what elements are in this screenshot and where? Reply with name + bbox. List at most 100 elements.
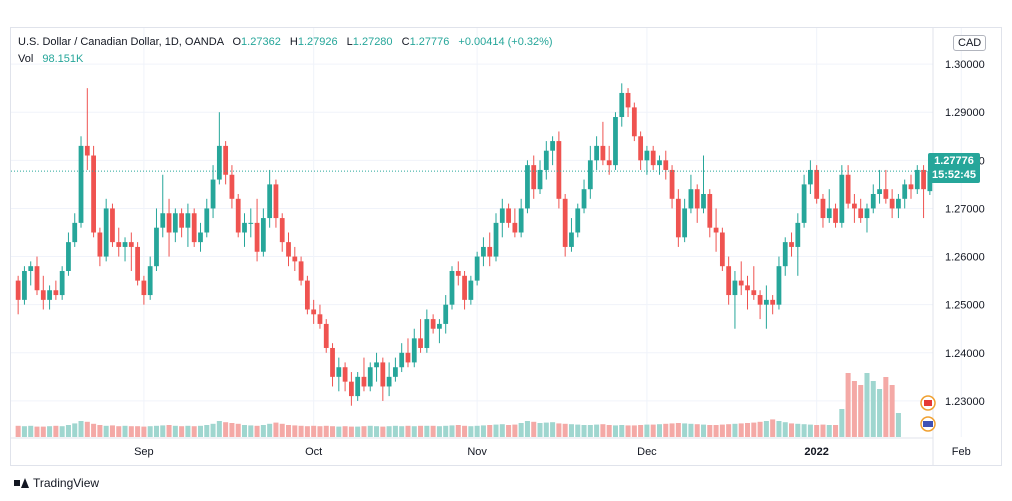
candle-body bbox=[776, 266, 782, 305]
candle-body bbox=[631, 107, 637, 137]
volume-bar bbox=[91, 423, 97, 437]
candle-body bbox=[179, 213, 185, 228]
candle-body bbox=[22, 270, 27, 300]
volume-bar bbox=[361, 426, 367, 437]
candle-body bbox=[462, 275, 467, 300]
candle-body bbox=[474, 256, 480, 281]
candle-body bbox=[66, 242, 71, 271]
volume-bar bbox=[254, 425, 260, 437]
candle-body bbox=[587, 160, 593, 190]
volume-bar bbox=[669, 423, 675, 437]
y-tick-label: 1.29000 bbox=[945, 107, 985, 119]
candle-body bbox=[204, 208, 210, 233]
candle-body bbox=[361, 376, 367, 387]
candle-body bbox=[921, 169, 926, 190]
candle-body bbox=[235, 198, 241, 233]
volume-bar bbox=[839, 409, 845, 437]
candle-body bbox=[908, 184, 914, 190]
y-tick-label: 1.26000 bbox=[945, 252, 985, 264]
candle-body bbox=[826, 208, 832, 219]
volume-bar bbox=[78, 421, 84, 437]
candle-body bbox=[154, 227, 159, 267]
candle-body bbox=[770, 299, 776, 305]
chart-legend: U.S. Dollar / Canadian Dollar, 1D, OANDA… bbox=[18, 34, 553, 68]
candle-body bbox=[393, 367, 398, 377]
volume-bar bbox=[575, 424, 581, 437]
volume-bar bbox=[97, 425, 103, 437]
candle-body bbox=[248, 222, 254, 224]
legend-change: +0.00414 (+0.32%) bbox=[458, 36, 553, 48]
candle-body bbox=[877, 189, 882, 195]
legend-open-label: O bbox=[232, 36, 242, 48]
candle-body bbox=[575, 208, 581, 233]
candle-body bbox=[581, 189, 587, 209]
legend-vol-value: 98.151K bbox=[42, 53, 84, 65]
candle-body bbox=[91, 155, 96, 233]
candle-body bbox=[531, 165, 537, 190]
volume-bar bbox=[587, 425, 593, 437]
candle-body bbox=[719, 232, 725, 267]
volume-bar bbox=[864, 373, 870, 437]
volume-bar bbox=[15, 425, 21, 437]
candle-body bbox=[298, 261, 304, 281]
y-tick-label: 1.23000 bbox=[945, 396, 985, 408]
volume-bar bbox=[229, 423, 235, 437]
candle-body bbox=[701, 194, 706, 209]
candle-body bbox=[273, 184, 279, 219]
volume-bar bbox=[279, 423, 285, 437]
candle-body bbox=[267, 184, 273, 219]
volume-bar bbox=[562, 423, 568, 437]
volume-bar bbox=[682, 423, 688, 437]
chart-frame bbox=[10, 27, 1002, 466]
candle-body bbox=[852, 203, 857, 209]
volume-bar bbox=[694, 424, 700, 437]
volume-bar bbox=[468, 426, 474, 437]
volume-bar bbox=[84, 421, 90, 437]
currency-button[interactable]: CAD bbox=[953, 35, 987, 51]
candle-body bbox=[103, 208, 109, 257]
candle-body bbox=[223, 145, 229, 175]
candle-body bbox=[738, 280, 744, 286]
last-price-label: 1.27776 15:52:45 bbox=[928, 153, 980, 183]
candle-body bbox=[40, 290, 46, 300]
volume-bar bbox=[801, 424, 807, 437]
candle-body bbox=[820, 198, 826, 219]
volume-bar bbox=[858, 385, 864, 437]
volume-bar bbox=[845, 373, 851, 437]
y-tick-label: 1.24000 bbox=[945, 348, 985, 360]
overlay-layer bbox=[11, 170, 936, 432]
tradingview-branding[interactable]: TradingView bbox=[14, 476, 99, 490]
candle-body bbox=[116, 242, 122, 247]
volume-bar bbox=[568, 424, 574, 437]
volume-bar bbox=[47, 426, 53, 437]
bar-countdown: 15:52:45 bbox=[931, 169, 977, 181]
volume-bar bbox=[462, 425, 468, 437]
legend-ohlc-row: U.S. Dollar / Canadian Dollar, 1D, OANDA… bbox=[18, 34, 553, 51]
volume-bar bbox=[128, 426, 134, 437]
volume-bar bbox=[166, 425, 172, 437]
candle-body bbox=[864, 208, 870, 219]
volume-bar bbox=[53, 425, 59, 437]
volume-bar bbox=[285, 425, 292, 437]
candle-body bbox=[15, 280, 21, 300]
candle-body bbox=[110, 208, 115, 243]
volume-bar bbox=[241, 425, 248, 437]
candle-body bbox=[808, 169, 813, 185]
candle-body bbox=[72, 222, 78, 243]
legend-high-label: H bbox=[289, 36, 298, 48]
candle-body bbox=[304, 280, 310, 310]
volume-bar bbox=[172, 425, 178, 437]
candle-body bbox=[814, 169, 820, 199]
candle-body bbox=[254, 222, 260, 252]
candle-body bbox=[625, 92, 631, 108]
volume-bar bbox=[732, 423, 738, 437]
volume-bar bbox=[550, 422, 556, 437]
candle-layer bbox=[15, 83, 933, 406]
legend-high-value: 1.27926 bbox=[297, 36, 338, 48]
volume-bar bbox=[235, 423, 241, 437]
volume-bar bbox=[197, 425, 204, 437]
legend-low-label: L bbox=[346, 36, 353, 48]
candle-body bbox=[349, 381, 354, 397]
candle-body bbox=[883, 189, 889, 199]
